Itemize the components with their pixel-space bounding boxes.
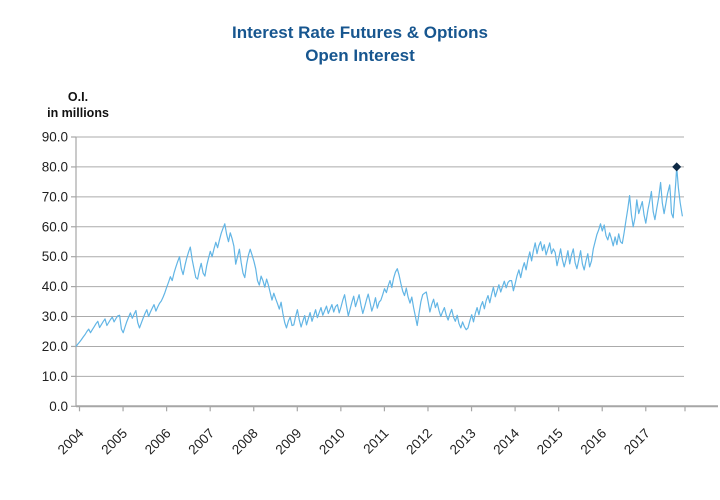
x-tick-label-2010: 2010 <box>316 426 348 458</box>
x-tick-label-2004: 2004 <box>55 425 87 457</box>
x-tick-label-2007: 2007 <box>185 426 217 458</box>
x-tick-label-2012: 2012 <box>403 426 435 458</box>
y-axis-unit-label: O.I. in millions <box>40 89 116 121</box>
y-tick-label-60: 60.0 <box>42 219 68 234</box>
chart-title: Interest Rate Futures & Options Open Int… <box>0 21 720 67</box>
x-tick-label-2015: 2015 <box>534 426 566 458</box>
chart-title-line2: Open Interest <box>305 46 415 65</box>
x-tick-label-2006: 2006 <box>142 426 174 458</box>
x-tick-label-2008: 2008 <box>229 426 261 458</box>
x-tick-label-2011: 2011 <box>360 426 391 457</box>
x-tick-label-2005: 2005 <box>98 426 130 458</box>
y-tick-label-80: 80.0 <box>42 159 68 174</box>
y-tick-label-40: 40.0 <box>42 279 68 294</box>
x-tick-label-2016: 2016 <box>577 426 609 458</box>
y-axis-unit-line2: in millions <box>47 106 109 120</box>
y-axis-unit-line1: O.I. <box>67 90 89 104</box>
y-tick-label-20: 20.0 <box>42 339 68 354</box>
chart-title-line1: Interest Rate Futures & Options <box>232 23 488 42</box>
y-tick-label-90: 90.0 <box>42 130 68 145</box>
y-tick-label-70: 70.0 <box>42 189 68 204</box>
series-high-marker <box>672 162 682 172</box>
y-tick-label-10: 10.0 <box>42 369 68 384</box>
y-tick-label-50: 50.0 <box>42 249 68 264</box>
y-tick-label-0: 0.0 <box>49 399 68 414</box>
x-tick-label-2013: 2013 <box>447 426 479 458</box>
x-tick-label-2017: 2017 <box>621 426 653 458</box>
x-tick-label-2014: 2014 <box>490 425 522 457</box>
y-tick-label-30: 30.0 <box>42 309 68 324</box>
x-tick-label-2009: 2009 <box>273 426 305 458</box>
open-interest-line <box>75 166 683 347</box>
